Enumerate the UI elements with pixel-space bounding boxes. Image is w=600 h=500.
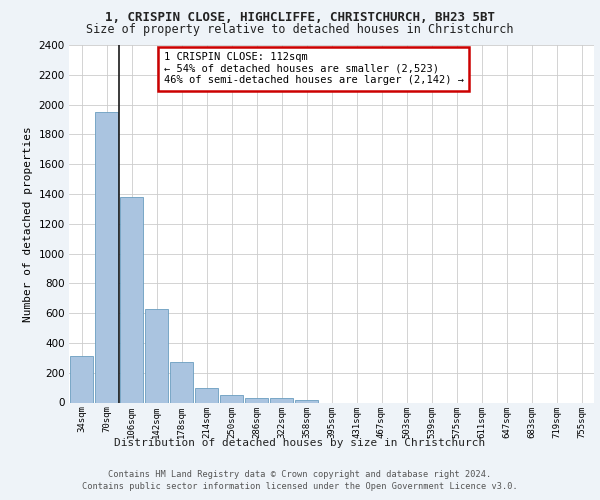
Text: Distribution of detached houses by size in Christchurch: Distribution of detached houses by size … [115, 438, 485, 448]
Bar [119, 197, 143, 402]
Bar [269, 398, 293, 402]
Text: Contains public sector information licensed under the Open Government Licence v3: Contains public sector information licen… [82, 482, 518, 491]
Bar [194, 388, 218, 402]
Bar [95, 112, 118, 403]
Bar [295, 400, 319, 402]
Bar [70, 356, 94, 403]
Bar [220, 396, 244, 402]
Text: Contains HM Land Registry data © Crown copyright and database right 2024.: Contains HM Land Registry data © Crown c… [109, 470, 491, 479]
Bar [245, 398, 268, 402]
Y-axis label: Number of detached properties: Number of detached properties [23, 126, 33, 322]
Text: 1 CRISPIN CLOSE: 112sqm
← 54% of detached houses are smaller (2,523)
46% of semi: 1 CRISPIN CLOSE: 112sqm ← 54% of detache… [163, 52, 464, 86]
Bar [170, 362, 193, 403]
Text: 1, CRISPIN CLOSE, HIGHCLIFFE, CHRISTCHURCH, BH23 5BT: 1, CRISPIN CLOSE, HIGHCLIFFE, CHRISTCHUR… [105, 11, 495, 24]
Text: Size of property relative to detached houses in Christchurch: Size of property relative to detached ho… [86, 22, 514, 36]
Bar [145, 308, 169, 402]
